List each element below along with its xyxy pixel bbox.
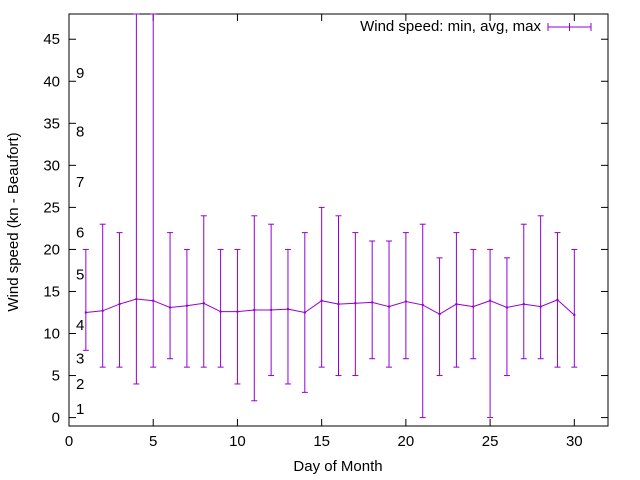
y-tick-label: 45 — [43, 31, 60, 48]
legend-label: Wind speed: min, avg, max — [360, 18, 541, 35]
y-tick-label: 15 — [43, 283, 60, 300]
average-point — [404, 300, 408, 303]
x-tick-label: 5 — [149, 433, 157, 450]
average-point — [202, 302, 205, 305]
average-point — [488, 299, 492, 302]
average-point — [236, 310, 239, 313]
y-tick-label: 25 — [43, 199, 60, 216]
average-point — [337, 302, 340, 306]
average-point — [421, 303, 424, 307]
average-point — [303, 311, 307, 314]
x-axis-label: Day of Month — [293, 458, 382, 475]
beaufort-label: 1 — [76, 401, 84, 418]
beaufort-label: 9 — [76, 65, 84, 82]
y-tick-label: 0 — [52, 410, 60, 427]
average-point — [219, 310, 222, 313]
average-point — [556, 298, 559, 302]
average-point — [101, 309, 104, 313]
average-point — [438, 312, 441, 316]
y-tick-label: 40 — [43, 73, 60, 90]
y-tick-label: 5 — [52, 368, 60, 385]
x-tick-label: 0 — [65, 433, 73, 450]
average-point — [286, 307, 290, 311]
average-point — [253, 308, 256, 312]
average-point — [320, 299, 323, 302]
y-tick-label: 30 — [43, 157, 60, 174]
x-tick-label: 15 — [313, 433, 330, 450]
beaufort-label: 3 — [76, 351, 84, 368]
beaufort-label: 6 — [76, 225, 84, 242]
average-line — [85, 298, 575, 316]
beaufort-label: 5 — [76, 267, 84, 284]
y-tick-label: 20 — [43, 241, 60, 258]
average-point — [84, 311, 88, 314]
average-point — [472, 305, 475, 308]
average-point — [354, 302, 357, 305]
beaufort-label: 7 — [76, 174, 84, 191]
average-point — [522, 302, 525, 306]
y-tick-label: 10 — [43, 326, 60, 343]
average-point — [269, 308, 273, 312]
average-point — [539, 305, 542, 308]
average-point — [152, 299, 155, 302]
average-point — [135, 297, 138, 301]
x-tick-label: 25 — [482, 433, 499, 450]
beaufort-label: 2 — [76, 376, 84, 393]
average-point — [370, 301, 374, 304]
average-point — [455, 302, 458, 306]
beaufort-label: 4 — [76, 317, 84, 334]
plot-frame — [68, 13, 609, 427]
y-axis-label: Wind speed (kn - Beaufort) — [5, 132, 22, 311]
x-tick-label: 30 — [566, 433, 583, 450]
x-tick-label: 20 — [398, 433, 415, 450]
y-tick-label: 35 — [43, 115, 60, 132]
average-point — [118, 302, 121, 306]
beaufort-label: 8 — [76, 124, 84, 141]
x-tick-label: 10 — [229, 433, 246, 450]
average-point — [185, 304, 189, 307]
average-point — [573, 313, 576, 317]
average-point — [505, 306, 509, 309]
average-point — [387, 305, 391, 308]
average-point — [168, 306, 172, 309]
